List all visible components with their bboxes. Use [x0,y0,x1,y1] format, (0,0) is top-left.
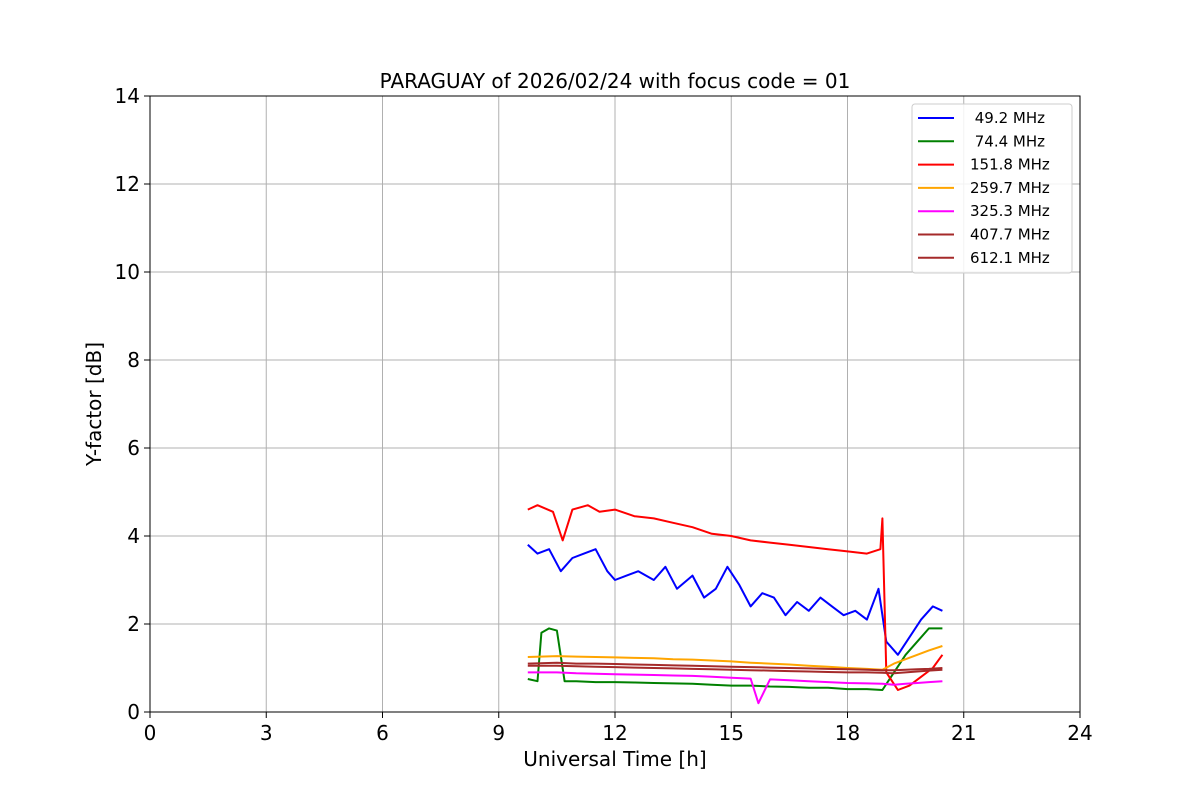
legend-label: 407.7 MHz [970,226,1050,244]
legend-label: 49.2 MHz [970,109,1045,127]
legend-label: 74.4 MHz [970,132,1045,150]
series-line-2 [527,504,944,691]
x-axis-label: Universal Time [h] [523,747,706,771]
x-tick-label: 9 [492,721,505,745]
y-tick-label: 2 [127,612,140,636]
chart-title: PARAGUAY of 2026/02/24 with focus code =… [380,69,851,93]
x-tick-label: 6 [376,721,389,745]
y-tick-label: 14 [115,84,140,108]
legend: 49.2 MHz 74.4 MHz 151.8 MHz 259.7 MHz 325.3… [911,103,1073,274]
legend-box [911,103,1073,274]
series-line-5 [527,661,943,672]
y-tick-label: 10 [115,260,140,284]
x-tick-label: 0 [144,721,157,745]
x-tick-label: 18 [835,721,860,745]
series-line-0 [527,544,943,656]
y-tick-label: 4 [127,524,140,548]
series-lines [527,504,944,705]
series-line-3 [527,645,943,671]
x-tick-label: 3 [260,721,273,745]
x-axis: 0 3 6 9 12 15 18 21 24 [144,712,1093,745]
y-axis-label: Y-factor [dB] [82,342,106,467]
legend-label: 259.7 MHz [970,179,1050,197]
y-tick-label: 0 [127,700,140,724]
x-tick-label: 12 [602,721,627,745]
legend-label: 151.8 MHz [970,156,1050,174]
y-tick-label: 6 [127,436,140,460]
x-tick-label: 21 [951,721,976,745]
series-line-4 [527,671,943,705]
y-tick-label: 8 [127,348,140,372]
y-tick-label: 12 [115,172,140,196]
x-tick-label: 15 [719,721,744,745]
series-line-6 [527,664,943,675]
y-axis: 0 2 4 6 8 10 12 14 [115,84,150,724]
x-tick-label: 24 [1067,721,1092,745]
legend-label: 325.3 MHz [970,202,1050,220]
legend-label: 612.1 MHz [970,249,1050,267]
